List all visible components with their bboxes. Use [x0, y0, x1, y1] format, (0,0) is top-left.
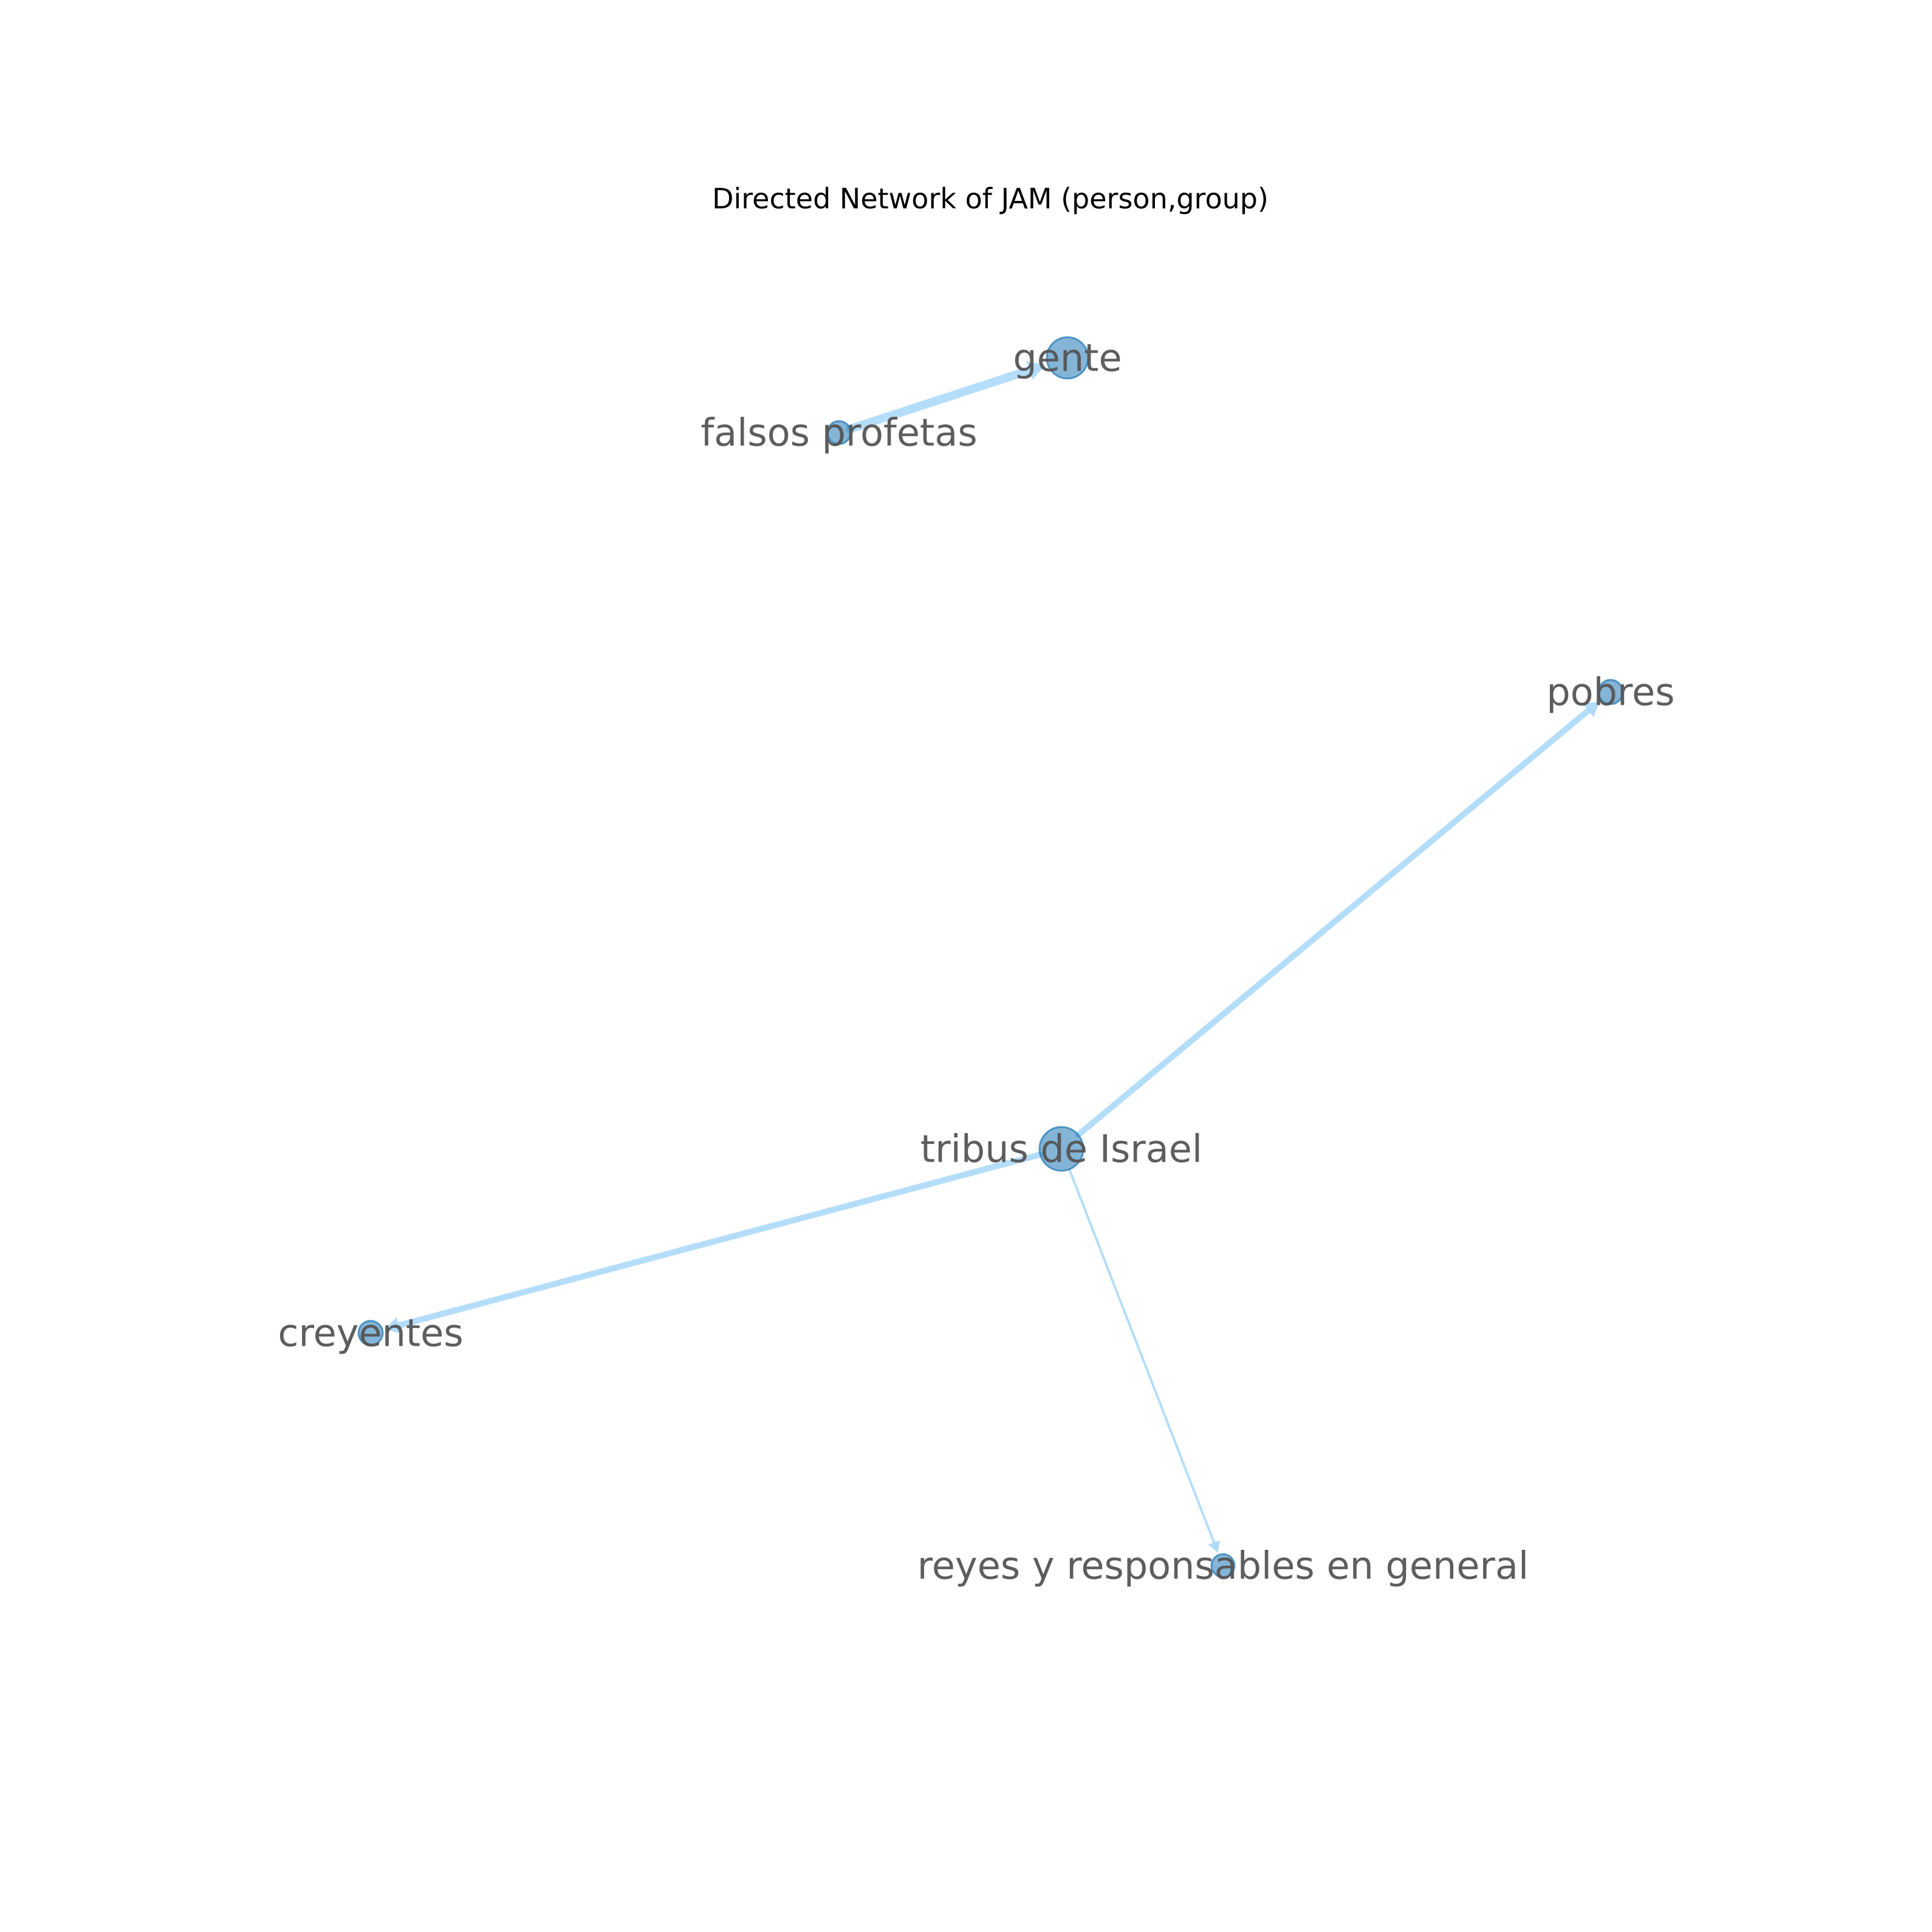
edge-arrowhead-gente	[1026, 360, 1046, 380]
node-label-pobres: pobres	[1546, 670, 1674, 714]
edge-tribus-de-israel-to-reyes-y-responsables-en-general	[1068, 1168, 1216, 1544]
node-label-reyes-y-responsables-en-general: reyes y responsables en general	[917, 1544, 1529, 1588]
node-falsos-profetas	[826, 420, 852, 445]
node-gente	[1046, 336, 1089, 380]
edges-layer	[385, 360, 1600, 1553]
edge-tribus-de-israel-to-pobres	[1075, 707, 1592, 1138]
edge-tribus-de-israel-to-creyentes	[396, 1151, 1044, 1329]
node-label-creyentes: creyentes	[278, 1311, 463, 1355]
nodes-layer	[357, 336, 1624, 1578]
edge-falsos-profetas-to-gente	[846, 366, 1034, 434]
node-creyentes	[357, 1320, 384, 1346]
diagram-title: Directed Network of JAM (person,group)	[712, 182, 1269, 215]
labels-layer: gente falsos profetas pobres tribus de Isra…	[278, 336, 1674, 1588]
node-pobres	[1597, 679, 1624, 705]
node-label-gente: gente	[1013, 336, 1122, 380]
edge-arrowhead-reyes-y-responsables-en-general	[1208, 1540, 1220, 1553]
node-reyes-y-responsables-en-general	[1210, 1553, 1236, 1578]
node-label-tribus-de-israel: tribus de Israel	[920, 1127, 1202, 1171]
edge-arrowhead-creyentes	[385, 1317, 401, 1334]
edge-arrowhead-pobres	[1583, 701, 1600, 718]
node-label-falsos-profetas: falsos profetas	[701, 411, 977, 455]
node-tribus-de-israel	[1038, 1126, 1084, 1172]
